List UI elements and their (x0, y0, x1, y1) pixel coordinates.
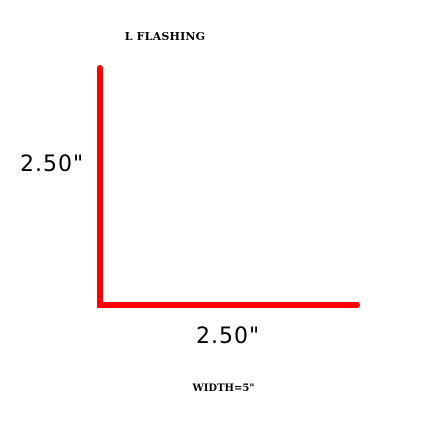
horizontal-leg-dimension: 2.50" (196, 324, 261, 349)
vertical-leg-dimension: 2.50" (20, 152, 85, 177)
diagram-title: L FLASHING (124, 30, 206, 43)
width-label: WIDTH=5" (192, 383, 255, 394)
flashing-profile-line (97, 65, 360, 308)
